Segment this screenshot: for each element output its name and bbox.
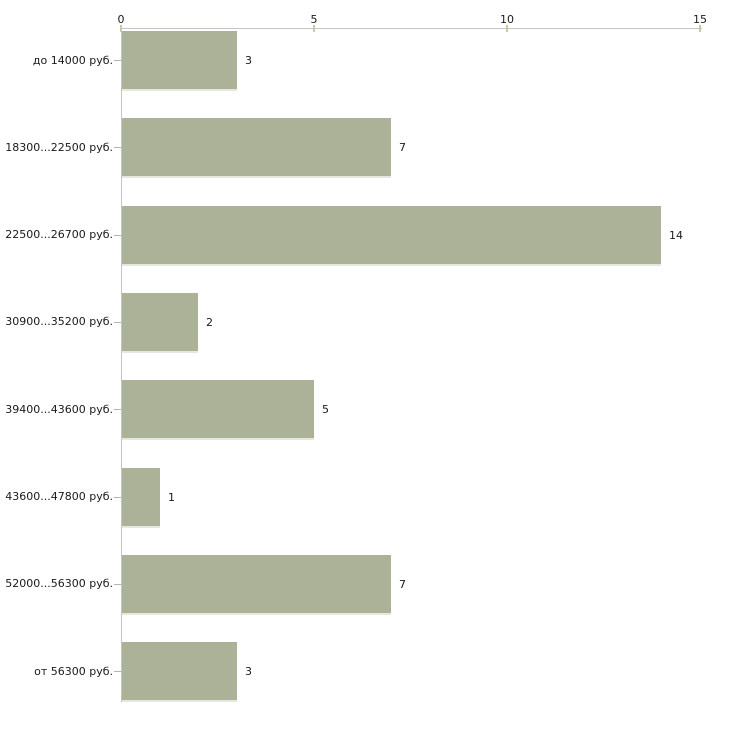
- bar: [122, 118, 391, 178]
- category-label: 39400...43600 руб.: [5, 402, 113, 416]
- x-axis-tick-mark: [313, 25, 315, 32]
- bar: [122, 555, 391, 615]
- category-label: до 14000 руб.: [32, 53, 113, 67]
- y-axis-tick-mark: [114, 60, 121, 61]
- category-label: 43600...47800 руб.: [5, 490, 113, 503]
- value-label: 3: [245, 664, 252, 678]
- y-axis-tick-mark: [114, 235, 121, 236]
- y-axis-tick-mark: [114, 322, 121, 323]
- x-axis-tick-mark: [506, 25, 508, 32]
- x-axis-tick-mark: [120, 25, 122, 32]
- y-axis-tick-mark: [114, 584, 121, 585]
- value-label: 7: [399, 577, 406, 591]
- x-axis-line: [121, 28, 702, 29]
- bar: [122, 31, 237, 91]
- y-axis-tick-mark: [114, 497, 121, 498]
- bar: [122, 468, 160, 528]
- y-axis-tick-mark: [114, 147, 121, 148]
- value-label: 3: [245, 53, 252, 67]
- category-label: от 56300 руб.: [34, 664, 113, 678]
- x-axis-tick-label: 15: [693, 13, 707, 26]
- y-axis-line: [121, 28, 122, 702]
- value-label: 5: [322, 402, 329, 416]
- bar: [122, 293, 198, 353]
- x-axis-tick-label: 5: [310, 13, 318, 26]
- value-label: 14: [669, 228, 683, 242]
- value-label: 7: [399, 140, 406, 154]
- y-axis-tick-mark: [114, 671, 121, 672]
- x-axis-tick-mark: [699, 25, 701, 32]
- bar: [122, 380, 314, 440]
- x-axis-tick-label: 10: [500, 13, 514, 26]
- x-axis-tick-label: 0: [117, 13, 125, 26]
- value-label: 1: [168, 490, 175, 504]
- value-label: 2: [206, 315, 213, 329]
- category-label: 30900...35200 руб.: [5, 315, 113, 329]
- bar: [122, 206, 661, 266]
- category-label: 18300...22500 руб.: [5, 140, 113, 154]
- category-label: 52000...56300 руб.: [5, 577, 113, 591]
- category-label: 22500...26700 руб.: [5, 228, 113, 242]
- y-axis-tick-mark: [114, 409, 121, 410]
- bar: [122, 642, 237, 702]
